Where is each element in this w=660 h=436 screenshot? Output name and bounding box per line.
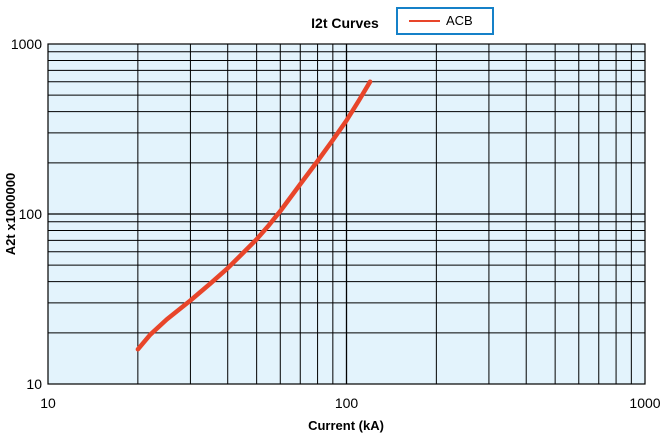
x-axis-title: Current (kA): [308, 418, 384, 433]
chart-title: I2t Curves: [311, 15, 379, 31]
grid-lines: [48, 44, 645, 384]
y-tick-label: 100: [19, 206, 43, 222]
series-layer: [135, 79, 373, 352]
y-tick-label: 10: [26, 376, 42, 392]
legend-label-acb: ACB: [446, 13, 473, 28]
y-tick-label: 1000: [11, 36, 42, 52]
series-line-acb: [135, 79, 373, 352]
x-tick-labels: 10 100 1000: [40, 395, 660, 411]
y-axis-title: A2t x1000000: [3, 173, 18, 255]
x-tick-label: 100: [335, 395, 359, 411]
legend: ACB: [396, 7, 494, 35]
x-tick-label: 1000: [629, 395, 660, 411]
y-tick-labels: 10 100 1000: [11, 36, 42, 392]
plot-border: [47, 43, 646, 385]
x-tick-label: 10: [40, 395, 56, 411]
